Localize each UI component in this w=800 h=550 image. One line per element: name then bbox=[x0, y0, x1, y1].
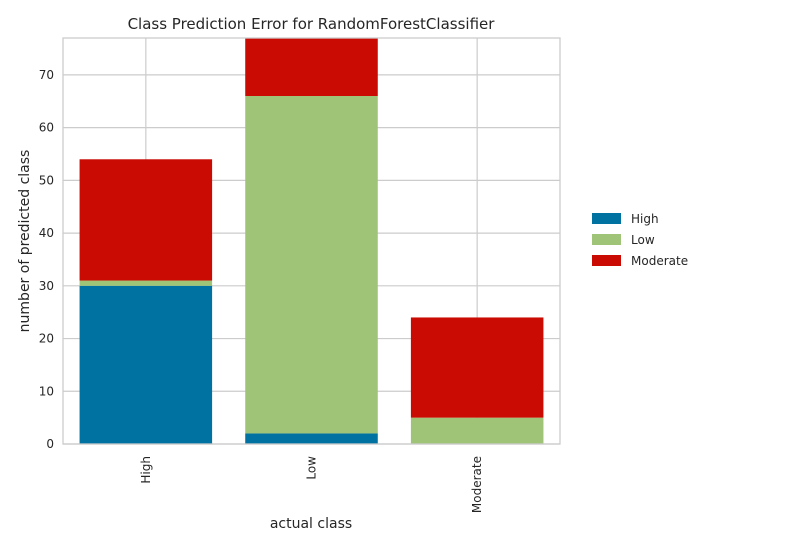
x-axis-ticks: High Low Moderate bbox=[139, 456, 484, 513]
bar-low-high bbox=[245, 433, 378, 444]
bar-high-low bbox=[79, 280, 213, 286]
y-axis-label: number of predicted class bbox=[17, 150, 33, 333]
chart-title: Class Prediction Error for RandomForestC… bbox=[128, 15, 496, 33]
legend-label: Low bbox=[631, 233, 655, 247]
legend-swatch bbox=[592, 234, 621, 245]
legend-label: High bbox=[631, 212, 659, 226]
bar-moderate-moderate bbox=[410, 317, 544, 418]
legend-swatch bbox=[592, 213, 621, 224]
x-tick-label: High bbox=[139, 456, 153, 484]
x-tick-label: Moderate bbox=[470, 456, 484, 513]
legend-label: Moderate bbox=[631, 254, 688, 268]
x-axis-label: actual class bbox=[270, 516, 352, 532]
bar-low-low bbox=[245, 96, 378, 434]
bars bbox=[79, 38, 544, 444]
y-tick-label: 60 bbox=[39, 121, 54, 135]
bar-high-moderate bbox=[79, 159, 213, 281]
y-tick-label: 20 bbox=[39, 332, 54, 346]
y-tick-label: 10 bbox=[39, 384, 54, 398]
plot-frame bbox=[62, 37, 561, 445]
y-tick-label: 50 bbox=[39, 173, 54, 187]
legend-swatch bbox=[592, 255, 621, 266]
y-tick-label: 70 bbox=[39, 68, 54, 82]
bar-low-moderate bbox=[245, 38, 378, 96]
legend: High Low Moderate bbox=[592, 212, 688, 268]
bar-high-high bbox=[79, 285, 213, 444]
y-tick-label: 40 bbox=[39, 226, 54, 240]
y-tick-label: 30 bbox=[39, 279, 54, 293]
x-tick-label: Low bbox=[305, 456, 319, 480]
y-tick-label: 0 bbox=[46, 437, 54, 451]
y-axis-ticks: 0 10 20 30 40 50 60 70 bbox=[39, 68, 54, 451]
bar-moderate-low bbox=[410, 417, 544, 444]
